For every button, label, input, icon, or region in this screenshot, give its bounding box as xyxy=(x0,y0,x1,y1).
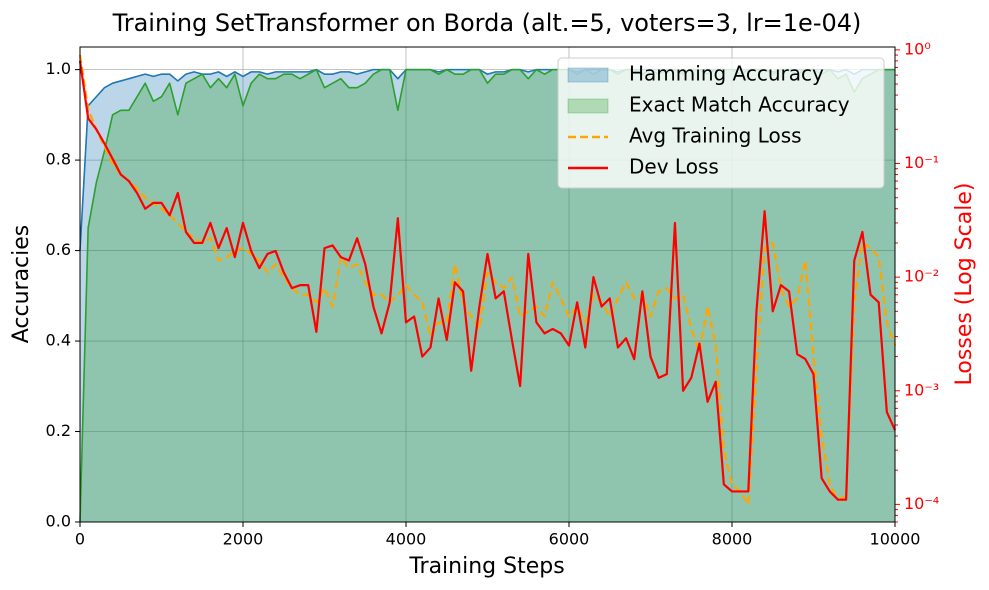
y-tick-label: 0.4 xyxy=(46,331,71,350)
plot-frame xyxy=(79,46,896,523)
y2-tick-label: 10⁰ xyxy=(904,39,931,58)
x-tick-label: 4000 xyxy=(386,530,427,549)
legend-label: Avg Training Loss xyxy=(629,124,802,148)
y-tick-label: 1.0 xyxy=(46,59,71,78)
legend: Hamming Accuracy Exact Match Accuracy Avg … xyxy=(557,57,885,189)
legend-swatch xyxy=(567,67,609,83)
y2-tick-label: 10⁻¹ xyxy=(904,153,939,172)
y-tick-label: 0.2 xyxy=(46,421,71,440)
axes: 0 2000 4000 6000 8000 10000 0.0 0.2 0.4 0.6 0.8 1.0… xyxy=(46,39,940,548)
series-line xyxy=(78,54,897,506)
x-tick-label: 10000 xyxy=(870,530,921,549)
y-tick-label: 0.6 xyxy=(46,240,71,259)
series-line xyxy=(78,60,897,501)
chart-title: Training SetTransformer on Borda (alt.=5… xyxy=(112,9,862,37)
legend-swatch xyxy=(567,98,609,114)
y2-tick-label: 10⁻⁴ xyxy=(904,494,939,513)
legend-label: Dev Loss xyxy=(629,155,719,179)
y-axis-label: Accuracies xyxy=(9,225,34,344)
x-tick-label: 8000 xyxy=(712,530,753,549)
y-tick-label: 0.8 xyxy=(46,150,71,169)
legend-label: Hamming Accuracy xyxy=(629,62,824,86)
y2-axis-label: Losses (Log Scale) xyxy=(952,183,977,386)
y2-tick-label: 10⁻³ xyxy=(904,380,939,399)
x-axis-label: Training Steps xyxy=(408,554,564,579)
x-tick-label: 2000 xyxy=(223,530,264,549)
x-tick-label: 6000 xyxy=(549,530,590,549)
x-tick-label: 0 xyxy=(75,530,85,549)
y-tick-label: 0.0 xyxy=(46,512,71,531)
y2-tick-label: 10⁻² xyxy=(904,267,939,286)
legend-label: Exact Match Accuracy xyxy=(629,93,850,117)
legend-box xyxy=(557,57,885,189)
